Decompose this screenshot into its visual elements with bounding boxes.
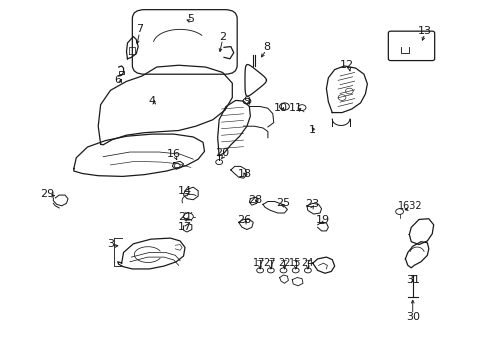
Text: 17: 17 xyxy=(252,258,265,268)
Text: 16: 16 xyxy=(166,149,181,159)
Text: 30: 30 xyxy=(405,312,419,322)
Text: 4: 4 xyxy=(148,96,155,106)
Text: 6: 6 xyxy=(114,75,121,85)
Text: 20: 20 xyxy=(215,148,229,158)
Text: 8: 8 xyxy=(263,42,269,52)
Text: 22: 22 xyxy=(278,258,290,268)
Text: 21: 21 xyxy=(178,212,192,221)
Text: 3: 3 xyxy=(107,239,114,249)
Text: 12: 12 xyxy=(339,60,353,70)
Text: 9: 9 xyxy=(243,96,250,106)
Text: 26: 26 xyxy=(237,215,251,225)
Text: 11: 11 xyxy=(288,103,302,113)
Text: 18: 18 xyxy=(237,168,251,179)
Text: 17: 17 xyxy=(178,222,192,231)
Text: 2: 2 xyxy=(219,32,225,41)
Text: 13: 13 xyxy=(417,26,431,36)
Text: 7: 7 xyxy=(136,24,143,35)
Text: 23: 23 xyxy=(304,199,318,210)
Text: 31: 31 xyxy=(405,275,419,285)
Text: 15: 15 xyxy=(288,258,301,268)
Text: 29: 29 xyxy=(40,189,54,199)
Text: 1632: 1632 xyxy=(397,201,422,211)
Text: 14: 14 xyxy=(178,186,192,197)
Text: 19: 19 xyxy=(315,215,329,225)
Text: 24: 24 xyxy=(301,258,313,268)
Text: 10: 10 xyxy=(273,103,287,113)
Text: 27: 27 xyxy=(263,258,276,268)
Text: 1: 1 xyxy=(308,125,316,135)
Bar xyxy=(119,71,123,74)
Text: 25: 25 xyxy=(276,198,290,208)
Text: 5: 5 xyxy=(187,14,194,24)
Text: 28: 28 xyxy=(247,195,262,205)
